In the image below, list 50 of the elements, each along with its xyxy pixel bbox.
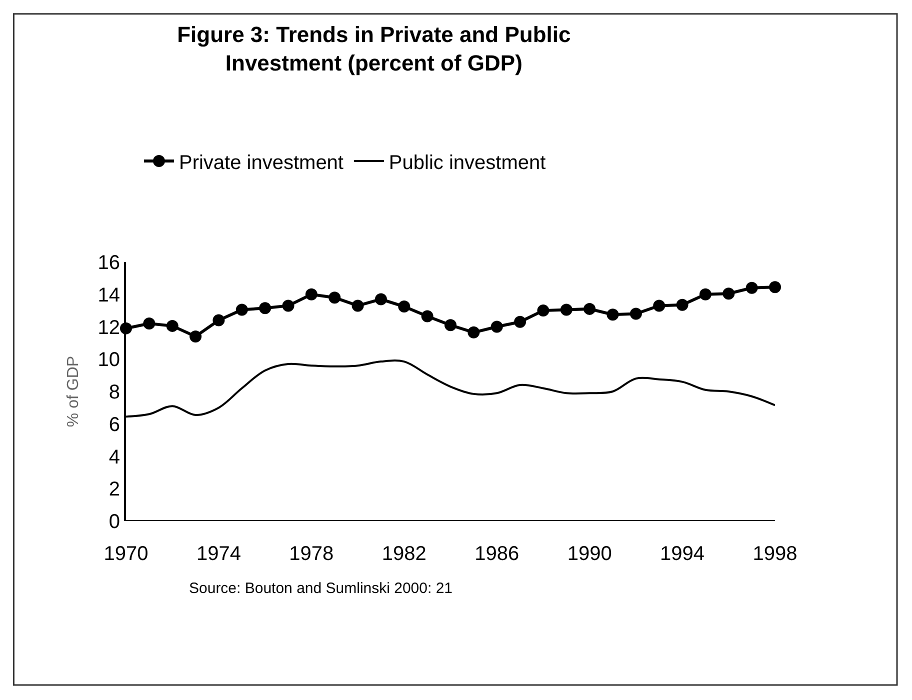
y-tick-label: 0 <box>108 511 120 533</box>
source-note: Source: Bouton and Sumlinski 2000: 21 <box>189 580 453 597</box>
point <box>584 302 596 315</box>
x-tick-label: 1970 <box>104 543 148 565</box>
point <box>630 308 642 320</box>
point <box>468 326 480 338</box>
y-tick-label: 8 <box>108 382 120 404</box>
x-tick-label: 1978 <box>289 543 334 565</box>
point <box>560 304 572 316</box>
x-tick-label: 1986 <box>474 543 520 565</box>
point <box>444 319 456 332</box>
point <box>398 300 410 313</box>
point <box>352 300 364 312</box>
point <box>537 304 550 317</box>
point <box>305 288 318 300</box>
point <box>699 288 712 300</box>
y-axis-title: % of GDP <box>65 356 82 428</box>
x-tick-label: 1974 <box>196 543 241 565</box>
point <box>328 292 341 304</box>
point <box>166 320 178 332</box>
y-tick-label: 10 <box>98 349 120 372</box>
y-tick-label: 6 <box>108 414 120 436</box>
point <box>490 320 503 333</box>
point <box>606 308 619 321</box>
point <box>236 304 248 316</box>
point <box>769 281 781 294</box>
point <box>282 300 294 312</box>
x-tick-label: 1982 <box>382 543 426 565</box>
point <box>143 318 156 330</box>
point <box>421 310 434 322</box>
point <box>514 316 526 328</box>
point <box>374 293 387 306</box>
y-tick-label: 14 <box>98 284 120 306</box>
point <box>676 298 688 311</box>
chart-title: Figure 3: Trends in Private and Public Investment (percent of GDP) <box>177 22 571 76</box>
x-tick-label: 1990 <box>567 543 612 565</box>
point <box>746 282 758 294</box>
point <box>653 300 666 312</box>
y-tick-label: 12 <box>98 316 120 339</box>
point <box>259 302 272 314</box>
point <box>722 288 735 300</box>
point <box>190 330 202 342</box>
y-tick-label: 16 <box>98 252 120 274</box>
x-tick-label: 1994 <box>660 543 705 565</box>
x-tick-label: 1998 <box>752 543 798 565</box>
point <box>212 314 225 326</box>
y-tick-label: 2 <box>108 478 120 501</box>
y-tick-label: 4 <box>108 446 120 468</box>
legend-label: Public investment <box>388 152 546 174</box>
legend-label: Private investment <box>178 152 344 174</box>
